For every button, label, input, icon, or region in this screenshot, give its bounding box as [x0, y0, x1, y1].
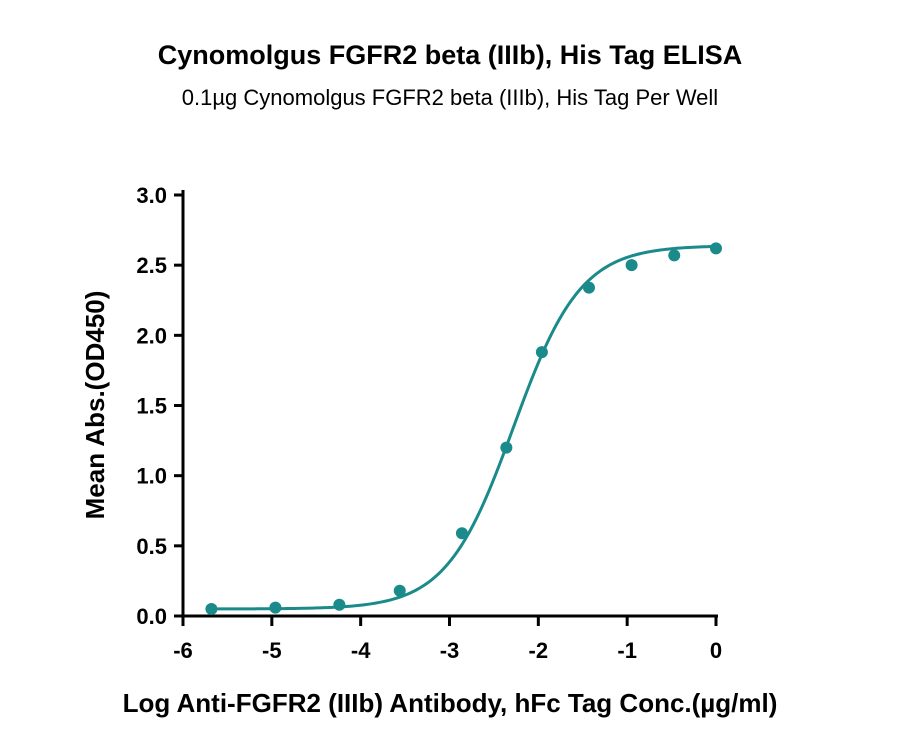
x-axis-label: Log Anti-FGFR2 (IIIb) Antibody, hFc Tag … — [123, 688, 778, 718]
x-tick-label: -6 — [173, 638, 193, 663]
data-point — [333, 598, 346, 611]
y-tick-label: 1.0 — [136, 464, 167, 489]
data-point — [668, 249, 681, 262]
chart-subtitle: 0.1µg Cynomolgus FGFR2 beta (IIIb), His … — [182, 85, 718, 110]
x-tick-label: -5 — [262, 638, 282, 663]
x-tick-label: -3 — [440, 638, 460, 663]
y-axis-label: Mean Abs.(OD450) — [80, 291, 110, 520]
data-point — [500, 441, 513, 454]
x-axis-ticks: -6 -5 -4 -3 -2 -1 0 — [173, 616, 722, 663]
data-point — [205, 602, 218, 615]
y-tick-label: 3.0 — [136, 183, 167, 208]
y-tick-label: 2.5 — [136, 253, 167, 278]
data-point — [535, 346, 548, 359]
data-point — [269, 601, 282, 614]
data-point — [393, 584, 406, 597]
data-point — [455, 527, 468, 540]
fit-curve — [211, 244, 717, 611]
x-tick-label: -4 — [351, 638, 371, 663]
data-point — [625, 259, 638, 272]
y-tick-label: 0.0 — [136, 604, 167, 629]
x-tick-label: 0 — [710, 638, 722, 663]
y-tick-label: 1.5 — [136, 394, 167, 419]
x-tick-label: -2 — [529, 638, 549, 663]
y-tick-label: 0.5 — [136, 534, 167, 559]
data-points — [205, 242, 722, 615]
data-point — [582, 281, 595, 294]
y-tick-label: 2.0 — [136, 323, 167, 348]
x-tick-label: -1 — [617, 638, 637, 663]
data-point — [710, 242, 722, 255]
y-axis-ticks: 0.0 0.5 1.0 1.5 2.0 2.5 3.0 — [136, 183, 183, 629]
plot-area: 0.0 0.5 1.0 1.5 2.0 2.5 3.0 -6 -5 -4 -3 -2 -1 0 — [136, 183, 722, 663]
chart-title: Cynomolgus FGFR2 beta (IIIb), His Tag EL… — [158, 40, 743, 70]
